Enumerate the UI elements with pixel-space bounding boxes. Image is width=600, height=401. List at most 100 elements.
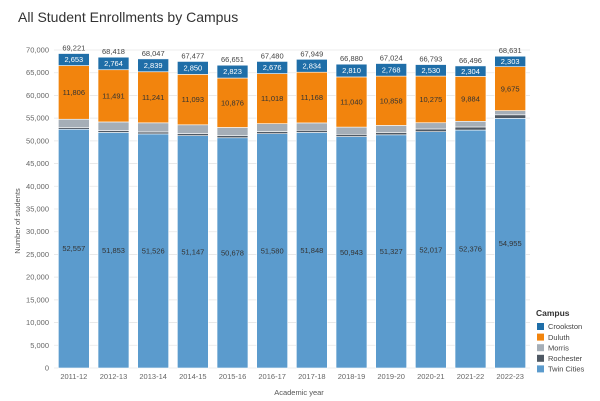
y-tick-label: 55,000 bbox=[26, 114, 49, 123]
bar-segment-morris bbox=[177, 124, 209, 134]
data-label: 11,806 bbox=[63, 88, 85, 97]
legend-swatch-twin-cities bbox=[537, 365, 544, 373]
data-label: 52,557 bbox=[62, 244, 85, 253]
legend-title: Campus bbox=[536, 308, 570, 318]
x-tick-label: 2020-21 bbox=[417, 372, 445, 381]
data-label: 10,275 bbox=[419, 95, 442, 104]
x-tick-label: 2017-18 bbox=[298, 372, 326, 381]
bar-segment-twin-cities bbox=[494, 118, 526, 369]
bar-segment-morris bbox=[137, 122, 169, 133]
data-label: 50,678 bbox=[221, 248, 244, 257]
x-tick-label: 2014-15 bbox=[179, 372, 207, 381]
y-tick-label: 50,000 bbox=[26, 136, 49, 145]
bar-segment-crookston bbox=[137, 58, 169, 73]
x-axis-title: Academic year bbox=[274, 388, 324, 397]
bar-segment-morris bbox=[97, 121, 130, 131]
bar-segment-twin-cities bbox=[137, 133, 169, 369]
bar-segment-rochester bbox=[296, 129, 328, 133]
data-label: 2,530 bbox=[421, 66, 440, 75]
data-label: 51,327 bbox=[380, 247, 403, 256]
bar-segment-twin-cities bbox=[177, 135, 209, 369]
y-tick-label: 35,000 bbox=[26, 205, 49, 214]
bar-segment-duluth bbox=[216, 77, 249, 128]
total-label: 68,418 bbox=[102, 47, 125, 56]
data-label: 2,676 bbox=[263, 63, 282, 72]
bar-segment-rochester bbox=[216, 135, 249, 139]
bar-segment-duluth bbox=[494, 66, 526, 111]
bar-segment-duluth bbox=[58, 65, 90, 120]
data-label: 2,839 bbox=[144, 61, 163, 70]
legend-label: Duluth bbox=[548, 333, 570, 342]
bar-segment-morris bbox=[335, 126, 368, 135]
y-tick-label: 30,000 bbox=[26, 227, 49, 236]
y-tick-label: 65,000 bbox=[26, 68, 49, 77]
data-label: 2,304 bbox=[461, 67, 480, 76]
y-tick-label: 60,000 bbox=[26, 91, 49, 100]
data-label: 2,768 bbox=[382, 65, 401, 74]
legend-swatch-morris bbox=[537, 344, 544, 352]
bar-segment-twin-cities bbox=[256, 133, 288, 369]
chart-title: All Student Enrollments by Campus bbox=[18, 9, 239, 25]
data-label: 51,853 bbox=[102, 246, 125, 255]
y-tick-label: 0 bbox=[45, 364, 49, 373]
data-label: 52,376 bbox=[459, 245, 482, 254]
total-label: 69,221 bbox=[62, 44, 85, 53]
bar-segment-morris bbox=[296, 122, 328, 131]
x-tick-label: 2019-20 bbox=[377, 372, 405, 381]
total-label: 66,651 bbox=[221, 55, 244, 64]
data-label: 11,168 bbox=[301, 93, 323, 102]
bar-segment-morris bbox=[375, 125, 407, 133]
data-label: 2,810 bbox=[342, 66, 361, 75]
bar-segment-rochester bbox=[454, 126, 487, 131]
bar-segment-morris bbox=[415, 122, 447, 130]
x-tick-label: 2016-17 bbox=[258, 372, 286, 381]
data-label: 51,147 bbox=[181, 247, 204, 256]
total-label: 68,631 bbox=[499, 46, 522, 55]
bar-segment-morris bbox=[58, 118, 90, 128]
x-tick-label: 2015-16 bbox=[219, 372, 247, 381]
bar-segment-crookston bbox=[58, 53, 90, 66]
bar-segment-twin-cities bbox=[335, 136, 368, 369]
bar-segment-duluth bbox=[415, 75, 447, 124]
x-tick-label: 2021-22 bbox=[457, 372, 485, 381]
bar-segment-duluth bbox=[97, 69, 130, 123]
bar-segment-rochester bbox=[335, 134, 368, 137]
bar-segment-crookston bbox=[375, 63, 407, 77]
data-label: 9,675 bbox=[501, 84, 520, 93]
bar-segment-duluth bbox=[256, 73, 288, 124]
bar-segment-duluth bbox=[296, 71, 328, 124]
data-label: 2,653 bbox=[64, 55, 83, 64]
data-label: 51,848 bbox=[300, 246, 323, 255]
data-label: 11,241 bbox=[142, 93, 164, 102]
legend-label: Morris bbox=[548, 343, 569, 352]
bar-segment-twin-cities bbox=[375, 134, 407, 369]
bar-segment-morris bbox=[494, 110, 526, 116]
bar-segment-crookston bbox=[454, 65, 487, 77]
y-tick-label: 25,000 bbox=[26, 250, 49, 259]
bars: 52,557 11,806 2,653 69,221 51,853 11,491 2,764… bbox=[58, 44, 526, 369]
x-tick-label: 2011-12 bbox=[60, 372, 87, 381]
total-label: 68,047 bbox=[142, 49, 165, 58]
total-label: 67,949 bbox=[300, 49, 323, 58]
bar-segment-duluth bbox=[335, 76, 368, 128]
bar-segment-twin-cities bbox=[415, 131, 447, 369]
legend-swatch-crookston bbox=[537, 323, 544, 330]
data-label: 10,876 bbox=[221, 98, 244, 107]
bar-segment-twin-cities bbox=[97, 132, 130, 369]
x-tick-label: 2013-14 bbox=[139, 372, 167, 381]
y-tick-label: 45,000 bbox=[26, 159, 49, 168]
bar-segment-duluth bbox=[137, 71, 169, 124]
total-label: 67,477 bbox=[181, 51, 204, 60]
bar-segment-twin-cities bbox=[58, 128, 90, 369]
bar-segment-rochester bbox=[375, 132, 407, 136]
bar-segment-rochester bbox=[494, 114, 526, 119]
bar-segment-morris bbox=[256, 123, 288, 132]
data-label: 50,943 bbox=[340, 248, 363, 257]
total-label: 67,480 bbox=[261, 51, 284, 60]
data-label: 2,823 bbox=[223, 67, 242, 76]
y-tick-label: 20,000 bbox=[26, 273, 49, 282]
total-label: 67,024 bbox=[380, 54, 403, 63]
bar-segment-morris bbox=[454, 120, 487, 128]
total-label: 66,496 bbox=[459, 56, 482, 65]
